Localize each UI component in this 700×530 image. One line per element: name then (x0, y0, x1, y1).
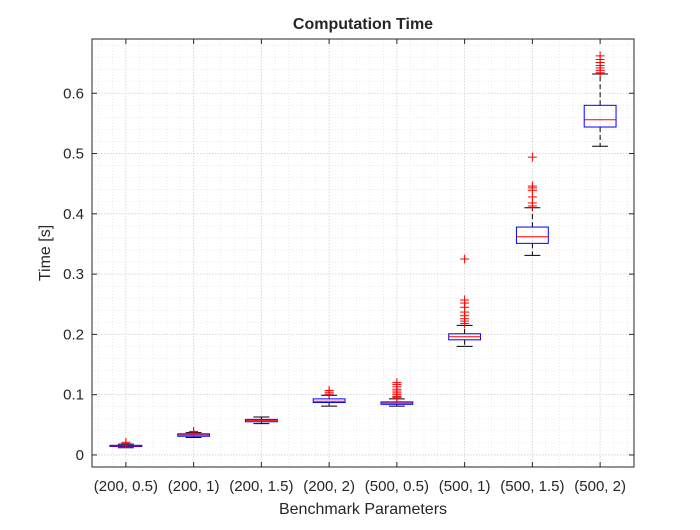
x-tick-label: (500, 1) (439, 478, 491, 495)
outlier-marker (121, 437, 131, 447)
box-iqr (312, 398, 346, 403)
x-axis-ticks: (200, 0.5) (200, 1) (200, 1.5) (200, 2) (500… (94, 39, 626, 495)
box-group (177, 426, 211, 438)
outlier-marker (460, 295, 470, 305)
box-group (448, 254, 482, 347)
boxes-layer (109, 51, 617, 449)
plot-frame (91, 38, 635, 468)
x-tick-label: (200, 0.5) (94, 478, 158, 495)
x-tick-label: (500, 0.5) (365, 478, 429, 495)
x-tick-label: (200, 1.5) (229, 478, 293, 495)
box-group (515, 152, 549, 256)
y-tick-label: 0.3 (63, 266, 84, 283)
y-tick-label: 0.1 (63, 387, 84, 404)
box-group (109, 437, 143, 449)
outlier-marker (324, 385, 334, 395)
box-iqr (583, 104, 617, 128)
outlier-marker (460, 254, 470, 264)
y-tick-label: 0 (76, 447, 84, 464)
x-tick-label: (200, 2) (303, 478, 355, 495)
box-group (312, 385, 346, 407)
box-group (583, 51, 617, 147)
box-group (244, 416, 278, 425)
major-grid (92, 39, 634, 467)
outlier-marker (527, 181, 537, 191)
plot-area (92, 39, 634, 467)
x-axis-label: Benchmark Parameters (279, 501, 447, 518)
y-axis-label: Time [s] (37, 225, 54, 281)
box-iqr (515, 226, 549, 244)
outlier-marker (595, 51, 605, 61)
y-tick-label: 0.6 (63, 85, 84, 102)
y-axis-ticks: 0 0.1 0.2 0.3 0.4 0.5 0.6 (63, 85, 634, 464)
x-tick-label: (500, 1.5) (500, 478, 564, 495)
y-tick-label: 0.4 (63, 206, 84, 223)
box-group (380, 378, 414, 407)
y-tick-label: 0.5 (63, 146, 84, 163)
outlier-marker (392, 378, 402, 388)
chart-title: Computation Time (293, 16, 433, 33)
y-tick-label: 0.2 (63, 326, 84, 343)
outlier-marker (527, 152, 537, 162)
x-tick-label: (500, 2) (574, 478, 626, 495)
x-tick-label: (200, 1) (168, 478, 220, 495)
outlier-marker (189, 426, 199, 436)
